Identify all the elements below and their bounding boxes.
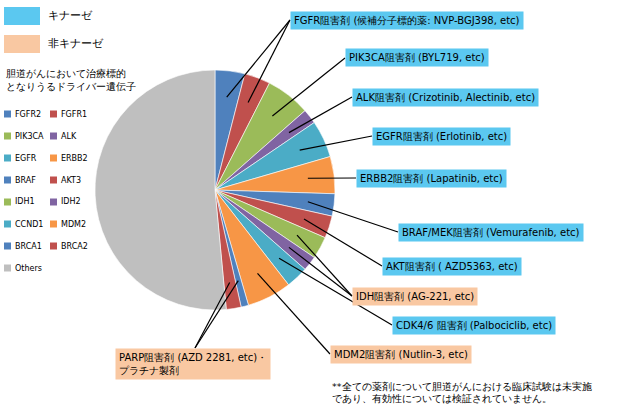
svg-text:ERBB2: ERBB2 bbox=[61, 154, 88, 163]
svg-text:ALK阻害剤 (Crizotinib, Alectinib,: ALK阻害剤 (Crizotinib, Alectinib, etc) bbox=[356, 92, 535, 103]
svg-text:EGFR阻害剤 (Erlotinib, etc): EGFR阻害剤 (Erlotinib, etc) bbox=[376, 131, 507, 142]
svg-text:AKT阻害剤 ( AZD5363, etc): AKT阻害剤 ( AZD5363, etc) bbox=[386, 261, 518, 272]
svg-text:PIK3CA阻害剤 (BYL719, etc): PIK3CA阻害剤 (BYL719, etc) bbox=[349, 52, 485, 63]
svg-text:ERBB2阻害剤 (Lapatinib, etc): ERBB2阻害剤 (Lapatinib, etc) bbox=[360, 173, 503, 184]
svg-text:MDM2: MDM2 bbox=[61, 220, 86, 229]
svg-text:Others: Others bbox=[15, 264, 42, 273]
svg-text:IDH1: IDH1 bbox=[15, 197, 35, 206]
svg-text:PARP阻害剤 (AZD 2281, etc)・プラチナ製剤: PARP阻害剤 (AZD 2281, etc)・プラチナ製剤 bbox=[119, 352, 267, 376]
svg-text:MDM2阻害剤 (Nutlin-3, etc): MDM2阻害剤 (Nutlin-3, etc) bbox=[334, 349, 468, 360]
svg-text:BRAF: BRAF bbox=[15, 176, 36, 185]
svg-text:AKT3: AKT3 bbox=[61, 176, 81, 185]
svg-text:CCND1: CCND1 bbox=[15, 220, 43, 229]
svg-text:BRCA2: BRCA2 bbox=[61, 242, 88, 251]
svg-text:BRCA1: BRCA1 bbox=[15, 242, 42, 251]
svg-text:キナーゼ: キナーゼ bbox=[48, 9, 93, 22]
svg-text:ALK: ALK bbox=[61, 132, 77, 141]
svg-text:CDK4/6 阻害剤 (Palbociclib, etc): CDK4/6 阻害剤 (Palbociclib, etc) bbox=[396, 320, 552, 331]
svg-text:胆道がんにおいて治療標的となりうるドライバー遺伝子: 胆道がんにおいて治療標的となりうるドライバー遺伝子 bbox=[6, 68, 136, 92]
svg-text:FGFR1: FGFR1 bbox=[61, 110, 87, 119]
svg-text:EGFR: EGFR bbox=[15, 154, 37, 163]
svg-text:FGFR阻害剤 (候補分子標的薬: NVP-BGJ398,: FGFR阻害剤 (候補分子標的薬: NVP-BGJ398, etc) bbox=[294, 15, 520, 26]
svg-text:FGFR2: FGFR2 bbox=[15, 110, 41, 119]
svg-text:PIK3CA: PIK3CA bbox=[15, 132, 44, 141]
svg-text:非キナーゼ: 非キナーゼ bbox=[48, 37, 104, 50]
svg-text:IDH阻害剤 (AG-221, etc): IDH阻害剤 (AG-221, etc) bbox=[356, 291, 474, 302]
svg-text:IDH2: IDH2 bbox=[61, 197, 81, 206]
svg-text:**全ての薬剤について胆道がんにおける臨床試験は未実施であり: **全ての薬剤について胆道がんにおける臨床試験は未実施であり、有効性については検… bbox=[332, 381, 592, 404]
svg-text:BRAF/MEK阻害剤 (Vemurafenib, etc): BRAF/MEK阻害剤 (Vemurafenib, etc) bbox=[402, 227, 580, 238]
